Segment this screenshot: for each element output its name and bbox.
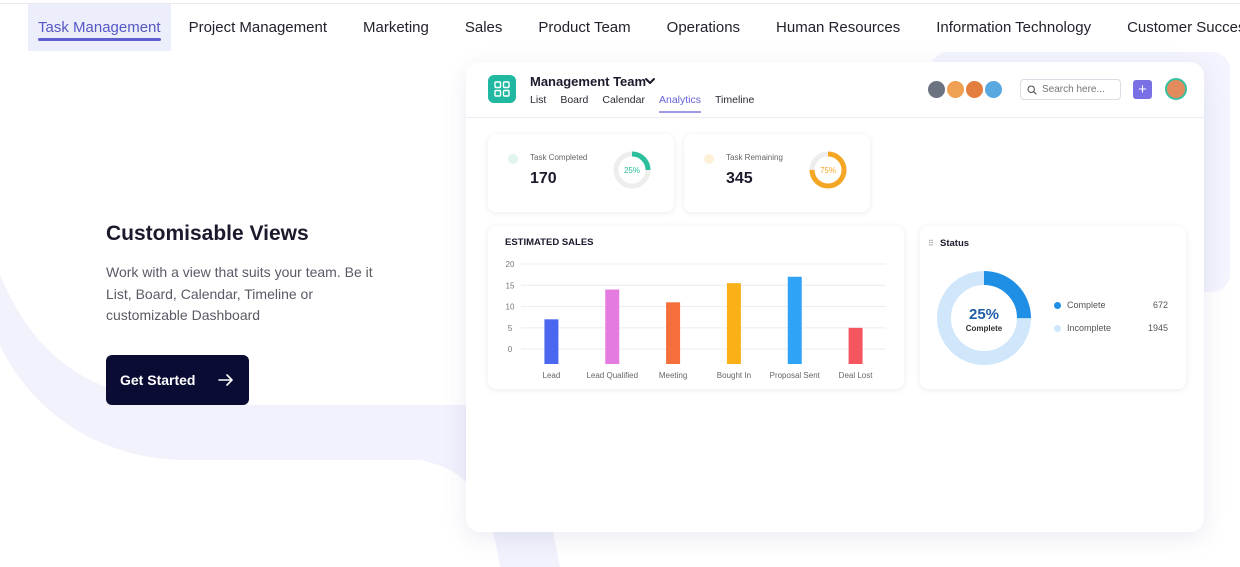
view-tab-list[interactable]: List xyxy=(530,94,547,106)
hero-description: Work with a view that suits your team. B… xyxy=(106,264,373,323)
tab-human-resources[interactable]: Human Resources xyxy=(776,19,901,36)
search-box xyxy=(1020,79,1121,100)
member-avatars xyxy=(926,79,1004,100)
estimated-sales-chart: 0 5 10 15 20 Lead Lead Qualified Meeting Bought … xyxy=(506,260,886,380)
x-tick-label: Lead Qualified xyxy=(586,371,638,380)
stat-label: Task Completed xyxy=(530,153,588,162)
x-tick-label: Proposal Sent xyxy=(770,371,821,380)
stat-label: Task Remaining xyxy=(726,153,783,162)
avatar[interactable] xyxy=(945,79,966,100)
view-tab-board[interactable]: Board xyxy=(560,94,589,106)
stat-value: 345 xyxy=(726,170,753,187)
x-tick-label: Meeting xyxy=(659,371,687,380)
y-tick-label: 15 xyxy=(506,281,515,290)
x-tick-label: Lead xyxy=(543,371,561,380)
tab-task-management[interactable]: Task Management xyxy=(28,4,171,51)
tab-sales[interactable]: Sales xyxy=(464,19,503,36)
legend-incomplete: Incomplete 1945 xyxy=(1054,323,1168,333)
tab-customer-success[interactable]: Customer Success xyxy=(1127,19,1240,36)
dashboard-header: Management Team List Board Calendar Anal… xyxy=(466,62,1204,118)
status-title: Status xyxy=(940,238,970,249)
progress-ring: 75% xyxy=(809,151,847,189)
top-divider xyxy=(0,3,1240,4)
legend-dot xyxy=(1054,301,1061,309)
progress-percent: 25% xyxy=(624,166,640,175)
tab-marketing[interactable]: Marketing xyxy=(362,19,429,36)
estimated-sales-panel: ESTIMATED SALES 0 5 10 15 20 Lead Lead Qualifi… xyxy=(488,226,904,389)
drag-handle-icon[interactable]: ⠿ xyxy=(928,239,934,248)
bar[interactable] xyxy=(726,283,741,364)
y-tick-label: 0 xyxy=(508,345,513,354)
bar[interactable] xyxy=(544,319,559,364)
team-name: Management Team xyxy=(530,74,647,89)
legend-complete: Complete 672 xyxy=(1054,300,1168,310)
bar[interactable] xyxy=(848,327,863,364)
chevron-down-icon[interactable] xyxy=(644,75,656,87)
status-caption: Complete xyxy=(966,324,1003,333)
x-tick-label: Bought In xyxy=(717,371,751,380)
search-input[interactable] xyxy=(1042,84,1118,95)
status-donut: 25% Complete xyxy=(937,271,1031,365)
view-tab-timeline[interactable]: Timeline xyxy=(715,94,755,106)
legend-value: 672 xyxy=(1152,300,1168,310)
tab-project-management[interactable]: Project Management xyxy=(188,19,327,36)
y-tick-label: 20 xyxy=(506,260,515,269)
bar[interactable] xyxy=(605,289,620,364)
legend-value: 1945 xyxy=(1147,323,1168,333)
view-tab-calendar[interactable]: Calendar xyxy=(602,94,645,106)
tab-information-technology[interactable]: Information Technology xyxy=(936,19,1092,36)
add-button[interactable]: + xyxy=(1133,80,1152,99)
get-started-label: Get Started xyxy=(120,372,196,388)
tab-operations[interactable]: Operations xyxy=(666,19,741,36)
get-started-button[interactable]: Get Started xyxy=(106,355,249,405)
x-tick-label: Deal Lost xyxy=(839,371,874,380)
bar[interactable] xyxy=(666,302,681,364)
legend-dot xyxy=(1054,324,1061,332)
avatar[interactable] xyxy=(983,79,1004,100)
stat-value: 170 xyxy=(530,170,557,187)
category-tabs: Task Management Project Management Marke… xyxy=(28,4,1240,51)
chart-title: ESTIMATED SALES xyxy=(505,237,594,248)
y-tick-label: 10 xyxy=(506,303,515,312)
legend-label: Complete xyxy=(1067,300,1106,310)
arrow-right-icon xyxy=(218,374,233,386)
grid-icon xyxy=(488,75,516,103)
progress-percent: 75% xyxy=(820,166,836,175)
progress-ring: 25% xyxy=(613,151,651,189)
search-icon xyxy=(1027,84,1037,95)
view-tabs: List Board Calendar Analytics Timeline xyxy=(530,94,768,113)
view-tab-analytics[interactable]: Analytics xyxy=(659,94,702,113)
stat-card-remaining: Task Remaining 345 75% xyxy=(684,134,870,212)
y-tick-label: 5 xyxy=(508,324,513,333)
legend-label: Incomplete xyxy=(1067,323,1112,333)
dashboard-preview: Management Team List Board Calendar Anal… xyxy=(466,62,1204,532)
hero-title: Customisable Views xyxy=(106,222,309,245)
user-avatar[interactable] xyxy=(1165,78,1187,100)
avatar[interactable] xyxy=(964,79,985,100)
clock-icon xyxy=(704,154,714,164)
tab-product-team[interactable]: Product Team xyxy=(538,19,631,36)
stat-card-completed: Task Completed 170 25% xyxy=(488,134,674,212)
avatar[interactable] xyxy=(926,79,947,100)
status-percent: 25% xyxy=(969,306,999,323)
bar[interactable] xyxy=(787,276,802,364)
status-panel: ⠿ Status 25% Complete Complete 672 Incom… xyxy=(920,226,1186,389)
check-icon xyxy=(508,154,518,164)
